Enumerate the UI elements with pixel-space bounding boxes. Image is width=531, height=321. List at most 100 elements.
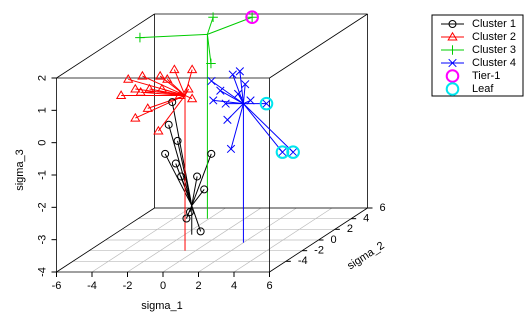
- point: [154, 70, 166, 80]
- point: [135, 32, 145, 43]
- spoke-line: [185, 205, 193, 219]
- point: [135, 86, 146, 96]
- x-tick-label: 2: [195, 280, 201, 292]
- spoke-line: [171, 102, 193, 206]
- y-tick-label: -2: [314, 245, 324, 257]
- point: [235, 67, 245, 76]
- point: [206, 58, 216, 69]
- spoke-line: [206, 17, 214, 35]
- highlight-point: [286, 145, 300, 159]
- point: [233, 89, 243, 99]
- point: [162, 74, 173, 83]
- point: [161, 149, 170, 158]
- point: [164, 120, 173, 129]
- highlight-point: [445, 69, 460, 83]
- point: [168, 98, 177, 107]
- point: [174, 90, 185, 99]
- point: [177, 172, 186, 181]
- spoke-line: [232, 74, 244, 104]
- x-tick-label: 0: [160, 280, 166, 292]
- spoke-line: [173, 69, 186, 96]
- point: [207, 149, 216, 158]
- point: [246, 96, 255, 105]
- z-tick-label: -1: [36, 170, 48, 180]
- point: [226, 144, 236, 154]
- spoke-line: [207, 16, 253, 35]
- legend-label: Cluster 4: [472, 57, 516, 69]
- point: [207, 76, 216, 86]
- box-edge: [56, 207, 155, 273]
- spoke-line: [147, 94, 186, 109]
- spoke-line: [206, 34, 212, 64]
- z-tick-label: -4: [36, 267, 48, 277]
- spoke-line: [184, 95, 193, 100]
- spoke-line: [142, 75, 186, 96]
- legend-label: Cluster 1: [472, 18, 516, 30]
- point: [173, 136, 182, 145]
- x-tick-label: 4: [231, 280, 237, 292]
- spoke-line: [139, 33, 208, 39]
- point: [171, 159, 180, 168]
- spoke-line: [164, 153, 193, 206]
- x-tick-label: -4: [87, 280, 97, 292]
- point: [209, 96, 218, 105]
- spoke-line: [211, 80, 244, 105]
- legend-box: [431, 14, 524, 97]
- point: [228, 70, 237, 79]
- spoke-line: [157, 95, 186, 132]
- highlight-point: [445, 82, 460, 96]
- highlight-point: [245, 10, 259, 25]
- x-tick-label: 6: [266, 280, 272, 292]
- legend-label: Leaf: [472, 83, 494, 95]
- point: [130, 83, 141, 93]
- point: [156, 83, 168, 93]
- point: [208, 12, 218, 23]
- point: [193, 172, 202, 181]
- box-edge: [269, 13, 368, 79]
- point: [185, 208, 194, 217]
- spoke-line: [230, 103, 244, 150]
- point: [262, 99, 271, 108]
- spoke-line: [213, 99, 244, 105]
- point: [182, 214, 191, 223]
- y-tick-label: 2: [347, 223, 353, 235]
- point: [186, 64, 198, 74]
- x-axis-label: sigma_1: [141, 300, 183, 312]
- point: [447, 31, 458, 41]
- spoke-line: [237, 93, 244, 104]
- spoke-line: [184, 69, 193, 96]
- point: [200, 185, 209, 194]
- spoke-line: [243, 103, 283, 153]
- z-tick-label: -2: [36, 202, 48, 212]
- point: [183, 83, 194, 93]
- point: [448, 58, 457, 68]
- spoke-line: [191, 176, 198, 206]
- point: [288, 147, 298, 157]
- spoke-line: [242, 84, 246, 104]
- point: [247, 12, 257, 23]
- point: [169, 64, 180, 74]
- point: [196, 227, 205, 236]
- highlight-point: [259, 96, 274, 111]
- y-tick-label: 4: [363, 213, 369, 225]
- point: [447, 45, 458, 55]
- point: [223, 115, 232, 124]
- y-tick-label: -4: [298, 255, 308, 267]
- spoke-line: [168, 124, 193, 206]
- spoke-line: [243, 103, 294, 153]
- y-tick-label: 6: [380, 202, 386, 214]
- point: [278, 147, 287, 157]
- spoke-line: [149, 88, 186, 96]
- point: [186, 93, 198, 103]
- legend-label: Cluster 3: [472, 44, 516, 56]
- point: [241, 80, 250, 89]
- point: [153, 125, 164, 135]
- x-tick-label: -2: [123, 280, 133, 292]
- z-tick-label: 2: [36, 75, 48, 81]
- box-edge: [56, 13, 155, 79]
- y-tick-label: 0: [331, 234, 337, 246]
- point: [142, 103, 153, 112]
- spoke-line: [220, 90, 244, 105]
